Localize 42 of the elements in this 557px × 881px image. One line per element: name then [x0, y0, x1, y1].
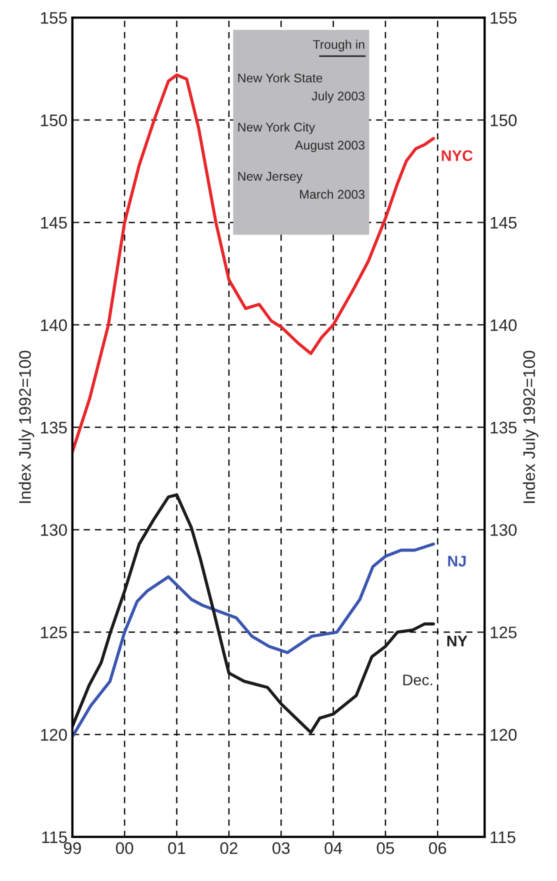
y2-tick-label: 120	[490, 728, 517, 741]
line-series	[72, 542, 435, 738]
x-tick-label: 06	[429, 842, 446, 854]
line-series	[72, 493, 435, 734]
annotation: New Jersey	[238, 172, 303, 184]
y2-tick-label: 150	[490, 114, 517, 126]
series-label: NJ	[448, 556, 466, 567]
series-label: NYC	[442, 150, 473, 162]
y-tick-label: 155	[41, 12, 67, 24]
annotation: March 2003	[300, 190, 365, 199]
y2-tick-label: 115	[490, 832, 516, 844]
x-tick-label: 03	[272, 842, 290, 854]
y2-tick-label: 130	[490, 524, 517, 536]
y-tick-label: 150	[41, 114, 67, 126]
y2-tick-label: 155	[490, 12, 517, 24]
line-series	[72, 73, 435, 454]
annotation: Trough in	[313, 40, 364, 52]
y-tick-label: 140	[41, 319, 67, 332]
annotation: August 2003	[294, 140, 365, 152]
y-axis-title: Index July 1992=100	[18, 350, 34, 503]
x-tick-label: 04	[324, 842, 342, 854]
x-tick-label: 01	[168, 842, 186, 854]
y-tick-label: 125	[41, 626, 67, 638]
series-label: NY	[447, 636, 468, 646]
x-tick-label: 00	[116, 842, 134, 854]
y2-tick-label: 125	[490, 626, 517, 638]
y-tick-label: 135	[41, 422, 67, 434]
y2-tick-label: 145	[490, 217, 517, 229]
annotation: New York State	[238, 73, 322, 82]
y-tick-label: 130	[41, 524, 67, 536]
y2-tick-label: 135	[490, 422, 517, 434]
y-tick-label: 145	[41, 217, 67, 229]
x-tick-label: 99	[64, 842, 81, 854]
y2-tick-label: 140	[490, 319, 517, 332]
y-tick-label: 120	[41, 728, 67, 741]
annotation: July 2003	[312, 91, 365, 103]
x-tick-label: 02	[220, 842, 238, 854]
y-tick-label: 115	[42, 832, 67, 844]
y2-axis-title: Index July 1992=100	[522, 350, 538, 503]
x-tick-label: 05	[376, 842, 394, 854]
annotation: Dec.	[403, 674, 432, 686]
annotation: New York City	[238, 122, 316, 134]
